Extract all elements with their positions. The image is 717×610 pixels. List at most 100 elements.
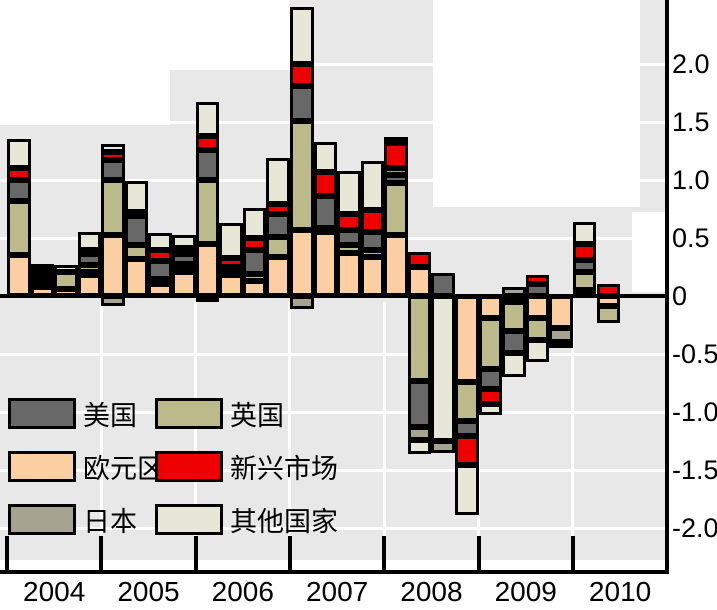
euro-color-swatch: [8, 451, 76, 482]
horizontal-gridline: [0, 411, 668, 414]
bar-segment-euro: [525, 296, 550, 319]
bar-segment-us: [313, 196, 338, 228]
x-axis-tick: [5, 536, 9, 572]
vertical-gridline: [288, 302, 292, 558]
em-color-swatch: [155, 451, 223, 482]
bar-segment-other: [172, 234, 196, 249]
bar-segment-other: [478, 403, 503, 416]
x-axis-label: 2010: [588, 576, 652, 607]
bar-segment-euro: [407, 267, 432, 296]
bar-segment-us: [407, 380, 432, 428]
bar-segment-us: [242, 249, 267, 274]
bar-segment-other: [195, 102, 220, 136]
y-axis-line: [665, 0, 669, 574]
japan-color-swatch: [8, 504, 76, 535]
bar-segment-uk: [360, 249, 385, 257]
horizontal-gridline: [0, 121, 668, 124]
x-axis-label: 2007: [305, 576, 369, 607]
bar-segment-uk: [219, 271, 243, 278]
legend-item-other: 其他国家: [155, 500, 338, 539]
bar-segment-us: [101, 160, 125, 180]
bar-segment-em: [219, 257, 243, 267]
bar-segment-other: [54, 264, 78, 272]
bar-segment-em: [478, 388, 503, 404]
x-axis-tick: [287, 536, 292, 572]
bar-segment-us: [124, 215, 149, 245]
legend-row: 日本 其他国家: [8, 500, 338, 539]
x-axis-tick: [476, 536, 481, 572]
bar-segment-other: [502, 352, 526, 378]
bar-segment-us: [384, 175, 408, 184]
bar-segment-em: [266, 204, 290, 214]
bar-segment-japan: [30, 284, 55, 291]
bar-segment-uk: [266, 236, 290, 257]
bar-segment-us: [360, 232, 385, 250]
bar-segment-uk: [407, 296, 432, 381]
bar-segment-euro: [384, 234, 408, 296]
bar-segment-us: [172, 254, 196, 264]
legend-item-us: 美国: [8, 394, 155, 433]
x-axis-label: 2008: [400, 576, 463, 607]
x-axis-tick: [193, 536, 198, 572]
bar-segment-other: [360, 161, 385, 211]
bar-segment-uk: [54, 271, 78, 290]
legend-label-uk: 英国: [230, 401, 284, 431]
bar-segment-em: [384, 142, 408, 169]
bar-segment-us: [289, 86, 314, 121]
bar-segment-uk: [77, 264, 102, 272]
bar-segment-euro: [195, 243, 220, 296]
y-axis-label: 2.0: [672, 49, 710, 79]
bar-segment-em: [77, 249, 102, 256]
bar-segment-euro: [478, 296, 503, 319]
other-color-swatch: [155, 504, 223, 535]
bar-segment-us: [549, 342, 573, 349]
legend-label-em: 新兴市场: [230, 454, 338, 484]
bar-segment-uk: [525, 318, 550, 341]
bar-segment-japan: [77, 271, 102, 278]
bar-segment-other: [525, 340, 550, 363]
bar-segment-uk: [384, 183, 408, 235]
vertical-gridline: [382, 302, 386, 558]
horizontal-gridline: [0, 353, 668, 356]
bar-segment-euro: [289, 229, 314, 296]
bar-segment-japan: [407, 427, 432, 440]
bar-segment-other: [313, 141, 338, 172]
y-axis-label: 0: [672, 281, 688, 311]
bar-segment-euro: [337, 253, 361, 296]
bar-segment-other: [7, 139, 31, 169]
bar-segment-us: [502, 330, 526, 353]
bar-segment-other: [266, 157, 290, 205]
bar-segment-us: [30, 273, 55, 280]
bar-segment-uk: [7, 200, 31, 256]
bar-segment-other: [77, 232, 102, 250]
bar-segment-us: [478, 369, 503, 389]
bar-segment-uk: [101, 180, 125, 235]
bar-segment-uk: [124, 244, 149, 259]
bar-segment-euro: [455, 296, 479, 382]
y-axis-label: -2.0: [672, 513, 717, 543]
x-axis-tick: [382, 536, 387, 572]
vertical-gridline: [194, 302, 198, 558]
bar-segment-em: [124, 212, 149, 219]
bar-segment-uk: [242, 273, 267, 281]
bar-segment-em: [289, 64, 314, 87]
bar-segment-em: [101, 152, 125, 161]
x-axis-tick: [99, 536, 104, 572]
bar-segment-other: [219, 222, 243, 258]
legend-item-japan: 日本: [8, 500, 155, 539]
bar-segment-japan: [172, 269, 196, 276]
bar-segment-em: [337, 213, 361, 230]
bar-segment-em: [407, 251, 432, 267]
bar-segment-other: [148, 233, 173, 250]
bar-segment-em: [148, 249, 173, 262]
bar-segment-other: [242, 207, 267, 238]
bar-segment-us: [219, 267, 243, 273]
uk-color-swatch: [155, 398, 223, 429]
bar-segment-other: [431, 296, 456, 441]
x-axis-label: 2005: [117, 576, 180, 607]
background-patch: [0, 0, 170, 125]
bar-segment-uk: [502, 301, 526, 331]
vertical-gridline: [571, 302, 575, 558]
bar-segment-em: [455, 436, 479, 466]
